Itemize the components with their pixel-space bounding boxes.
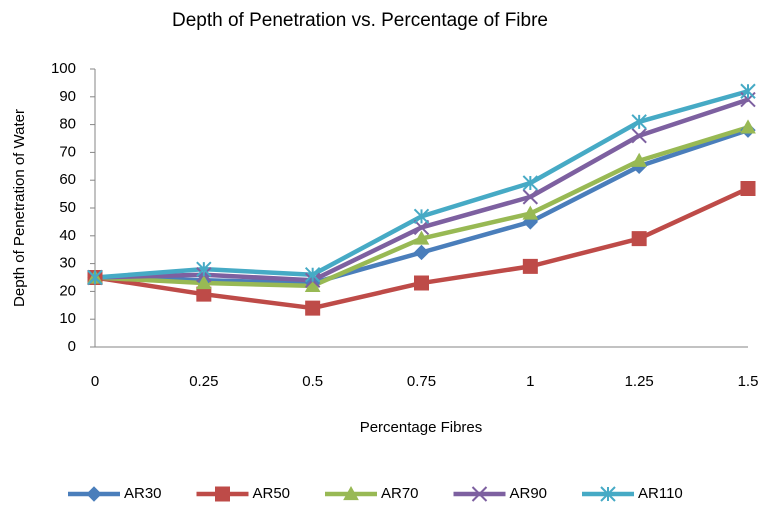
x-tick-label: 1.5 xyxy=(738,373,759,390)
y-tick-label: 60 xyxy=(59,171,76,188)
y-axis-label: Depth of Penetration of Water xyxy=(11,109,28,307)
marker xyxy=(522,205,539,220)
marker xyxy=(522,189,539,205)
y-tick-label: 90 xyxy=(59,88,76,105)
y-tick-label: 20 xyxy=(59,282,76,299)
x-tick-label: 0.5 xyxy=(302,373,323,390)
x-tick-label: 0 xyxy=(91,373,99,390)
x-axis-label: Percentage Fibres xyxy=(360,419,483,436)
x-tick-label: 0.25 xyxy=(189,373,218,390)
y-tick-label: 10 xyxy=(59,310,76,327)
marker xyxy=(740,181,756,197)
marker xyxy=(414,275,429,291)
y-tick-label: 0 xyxy=(68,338,76,355)
legend-label: AR110 xyxy=(638,485,683,502)
marker xyxy=(413,208,430,225)
marker xyxy=(195,275,212,290)
marker xyxy=(413,244,430,261)
marker xyxy=(305,300,321,316)
x-tick-label: 0.75 xyxy=(407,373,436,390)
legend-marker xyxy=(471,486,488,502)
series-line xyxy=(94,125,749,289)
marker xyxy=(631,152,648,167)
legend-marker xyxy=(343,485,359,501)
legend-label: AR30 xyxy=(124,485,162,502)
legend-label: AR90 xyxy=(510,485,548,502)
marker xyxy=(740,83,756,99)
y-tick-label: 50 xyxy=(59,199,76,216)
x-tick-label: 1 xyxy=(526,373,534,390)
x-tick-label: 1.25 xyxy=(625,373,654,390)
marker xyxy=(304,267,321,283)
marker xyxy=(740,119,756,134)
legend-marker xyxy=(215,486,230,502)
y-tick-label: 100 xyxy=(51,60,76,77)
marker xyxy=(196,286,212,302)
legend-label: AR50 xyxy=(253,485,291,502)
marker xyxy=(87,269,103,286)
legend-marker xyxy=(600,486,616,502)
y-tick-label: 30 xyxy=(59,255,76,272)
y-tick-label: 80 xyxy=(59,116,76,133)
chart-title: Depth of Penetration vs. Percentage of F… xyxy=(172,10,548,31)
marker xyxy=(631,114,647,130)
marker xyxy=(522,258,538,274)
marker xyxy=(413,219,430,236)
y-tick-label: 70 xyxy=(59,143,76,160)
legend-marker xyxy=(86,486,102,502)
marker xyxy=(631,231,647,247)
marker xyxy=(631,128,647,144)
marker xyxy=(522,175,539,191)
legend-label: AR70 xyxy=(381,485,419,502)
marker xyxy=(196,261,212,277)
marker xyxy=(413,230,430,245)
y-tick-label: 40 xyxy=(59,227,76,244)
